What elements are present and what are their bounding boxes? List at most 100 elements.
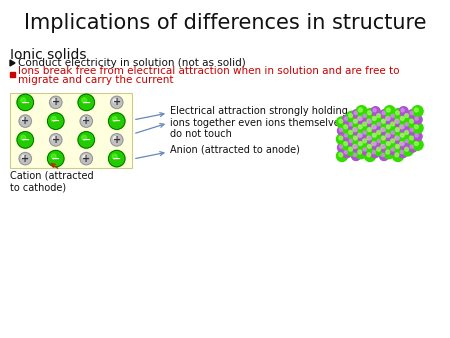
Circle shape	[344, 117, 347, 120]
Circle shape	[394, 135, 403, 144]
Circle shape	[373, 108, 376, 112]
Circle shape	[384, 139, 395, 150]
Circle shape	[402, 145, 413, 156]
Circle shape	[356, 114, 366, 125]
Circle shape	[379, 151, 388, 161]
Circle shape	[356, 148, 366, 159]
Circle shape	[405, 130, 409, 134]
Circle shape	[364, 134, 375, 145]
Circle shape	[338, 143, 346, 152]
Circle shape	[386, 150, 390, 154]
Circle shape	[337, 134, 347, 145]
Circle shape	[412, 122, 423, 134]
Circle shape	[384, 140, 393, 149]
Circle shape	[386, 125, 389, 128]
Circle shape	[83, 118, 86, 121]
Circle shape	[337, 150, 347, 162]
Circle shape	[48, 113, 64, 129]
Circle shape	[351, 117, 362, 128]
Circle shape	[398, 114, 409, 125]
Circle shape	[393, 108, 404, 120]
Circle shape	[365, 126, 374, 135]
Circle shape	[379, 118, 388, 127]
Circle shape	[353, 128, 357, 131]
Circle shape	[352, 110, 361, 119]
Circle shape	[377, 123, 380, 126]
Circle shape	[338, 126, 346, 135]
Circle shape	[415, 134, 418, 137]
Circle shape	[393, 126, 402, 135]
Circle shape	[387, 108, 390, 112]
Circle shape	[413, 132, 422, 141]
Circle shape	[377, 139, 380, 143]
Circle shape	[349, 123, 352, 126]
Circle shape	[391, 148, 394, 151]
Circle shape	[356, 131, 366, 142]
Circle shape	[384, 106, 395, 117]
Text: +: +	[112, 97, 121, 107]
Circle shape	[386, 133, 390, 137]
Circle shape	[391, 139, 395, 143]
Circle shape	[391, 114, 394, 117]
Circle shape	[368, 128, 371, 131]
Circle shape	[382, 136, 385, 140]
Circle shape	[358, 133, 362, 137]
Circle shape	[405, 139, 409, 143]
Circle shape	[386, 117, 390, 120]
Circle shape	[367, 119, 371, 123]
FancyArrowPatch shape	[136, 113, 164, 119]
Circle shape	[395, 153, 399, 157]
Text: Implications of differences in structure: Implications of differences in structure	[24, 13, 426, 33]
Circle shape	[356, 106, 367, 117]
Circle shape	[352, 126, 361, 135]
Circle shape	[373, 125, 376, 128]
Circle shape	[379, 135, 388, 144]
Circle shape	[22, 155, 26, 159]
Circle shape	[389, 129, 398, 138]
Circle shape	[372, 125, 376, 129]
Polygon shape	[10, 60, 15, 66]
Circle shape	[344, 125, 347, 129]
Circle shape	[50, 134, 62, 146]
Circle shape	[358, 125, 361, 128]
Circle shape	[400, 117, 404, 120]
Circle shape	[359, 134, 362, 137]
Circle shape	[361, 129, 370, 138]
Circle shape	[369, 139, 380, 150]
Circle shape	[357, 115, 366, 124]
Circle shape	[383, 114, 394, 125]
Circle shape	[337, 117, 347, 128]
Circle shape	[396, 111, 400, 115]
Circle shape	[354, 119, 357, 123]
Circle shape	[346, 111, 357, 122]
Circle shape	[388, 137, 399, 147]
Circle shape	[385, 132, 394, 141]
Text: +: +	[112, 135, 121, 145]
Circle shape	[397, 122, 409, 134]
Circle shape	[78, 94, 94, 111]
Circle shape	[349, 130, 352, 134]
Circle shape	[346, 128, 357, 139]
Circle shape	[83, 155, 86, 159]
Circle shape	[382, 112, 385, 115]
Circle shape	[113, 99, 117, 103]
Circle shape	[365, 142, 376, 153]
Circle shape	[371, 107, 380, 116]
Circle shape	[339, 119, 343, 123]
Circle shape	[353, 144, 357, 148]
Circle shape	[387, 134, 390, 137]
Circle shape	[372, 117, 375, 120]
Circle shape	[354, 145, 357, 148]
Circle shape	[367, 153, 371, 157]
Circle shape	[381, 128, 385, 131]
Circle shape	[407, 134, 418, 145]
Circle shape	[108, 150, 125, 167]
Circle shape	[412, 139, 423, 150]
Circle shape	[51, 154, 56, 159]
Circle shape	[113, 137, 117, 140]
Circle shape	[367, 136, 371, 140]
Circle shape	[339, 153, 343, 157]
Circle shape	[366, 118, 375, 127]
Text: +: +	[21, 116, 29, 126]
Circle shape	[396, 120, 399, 123]
